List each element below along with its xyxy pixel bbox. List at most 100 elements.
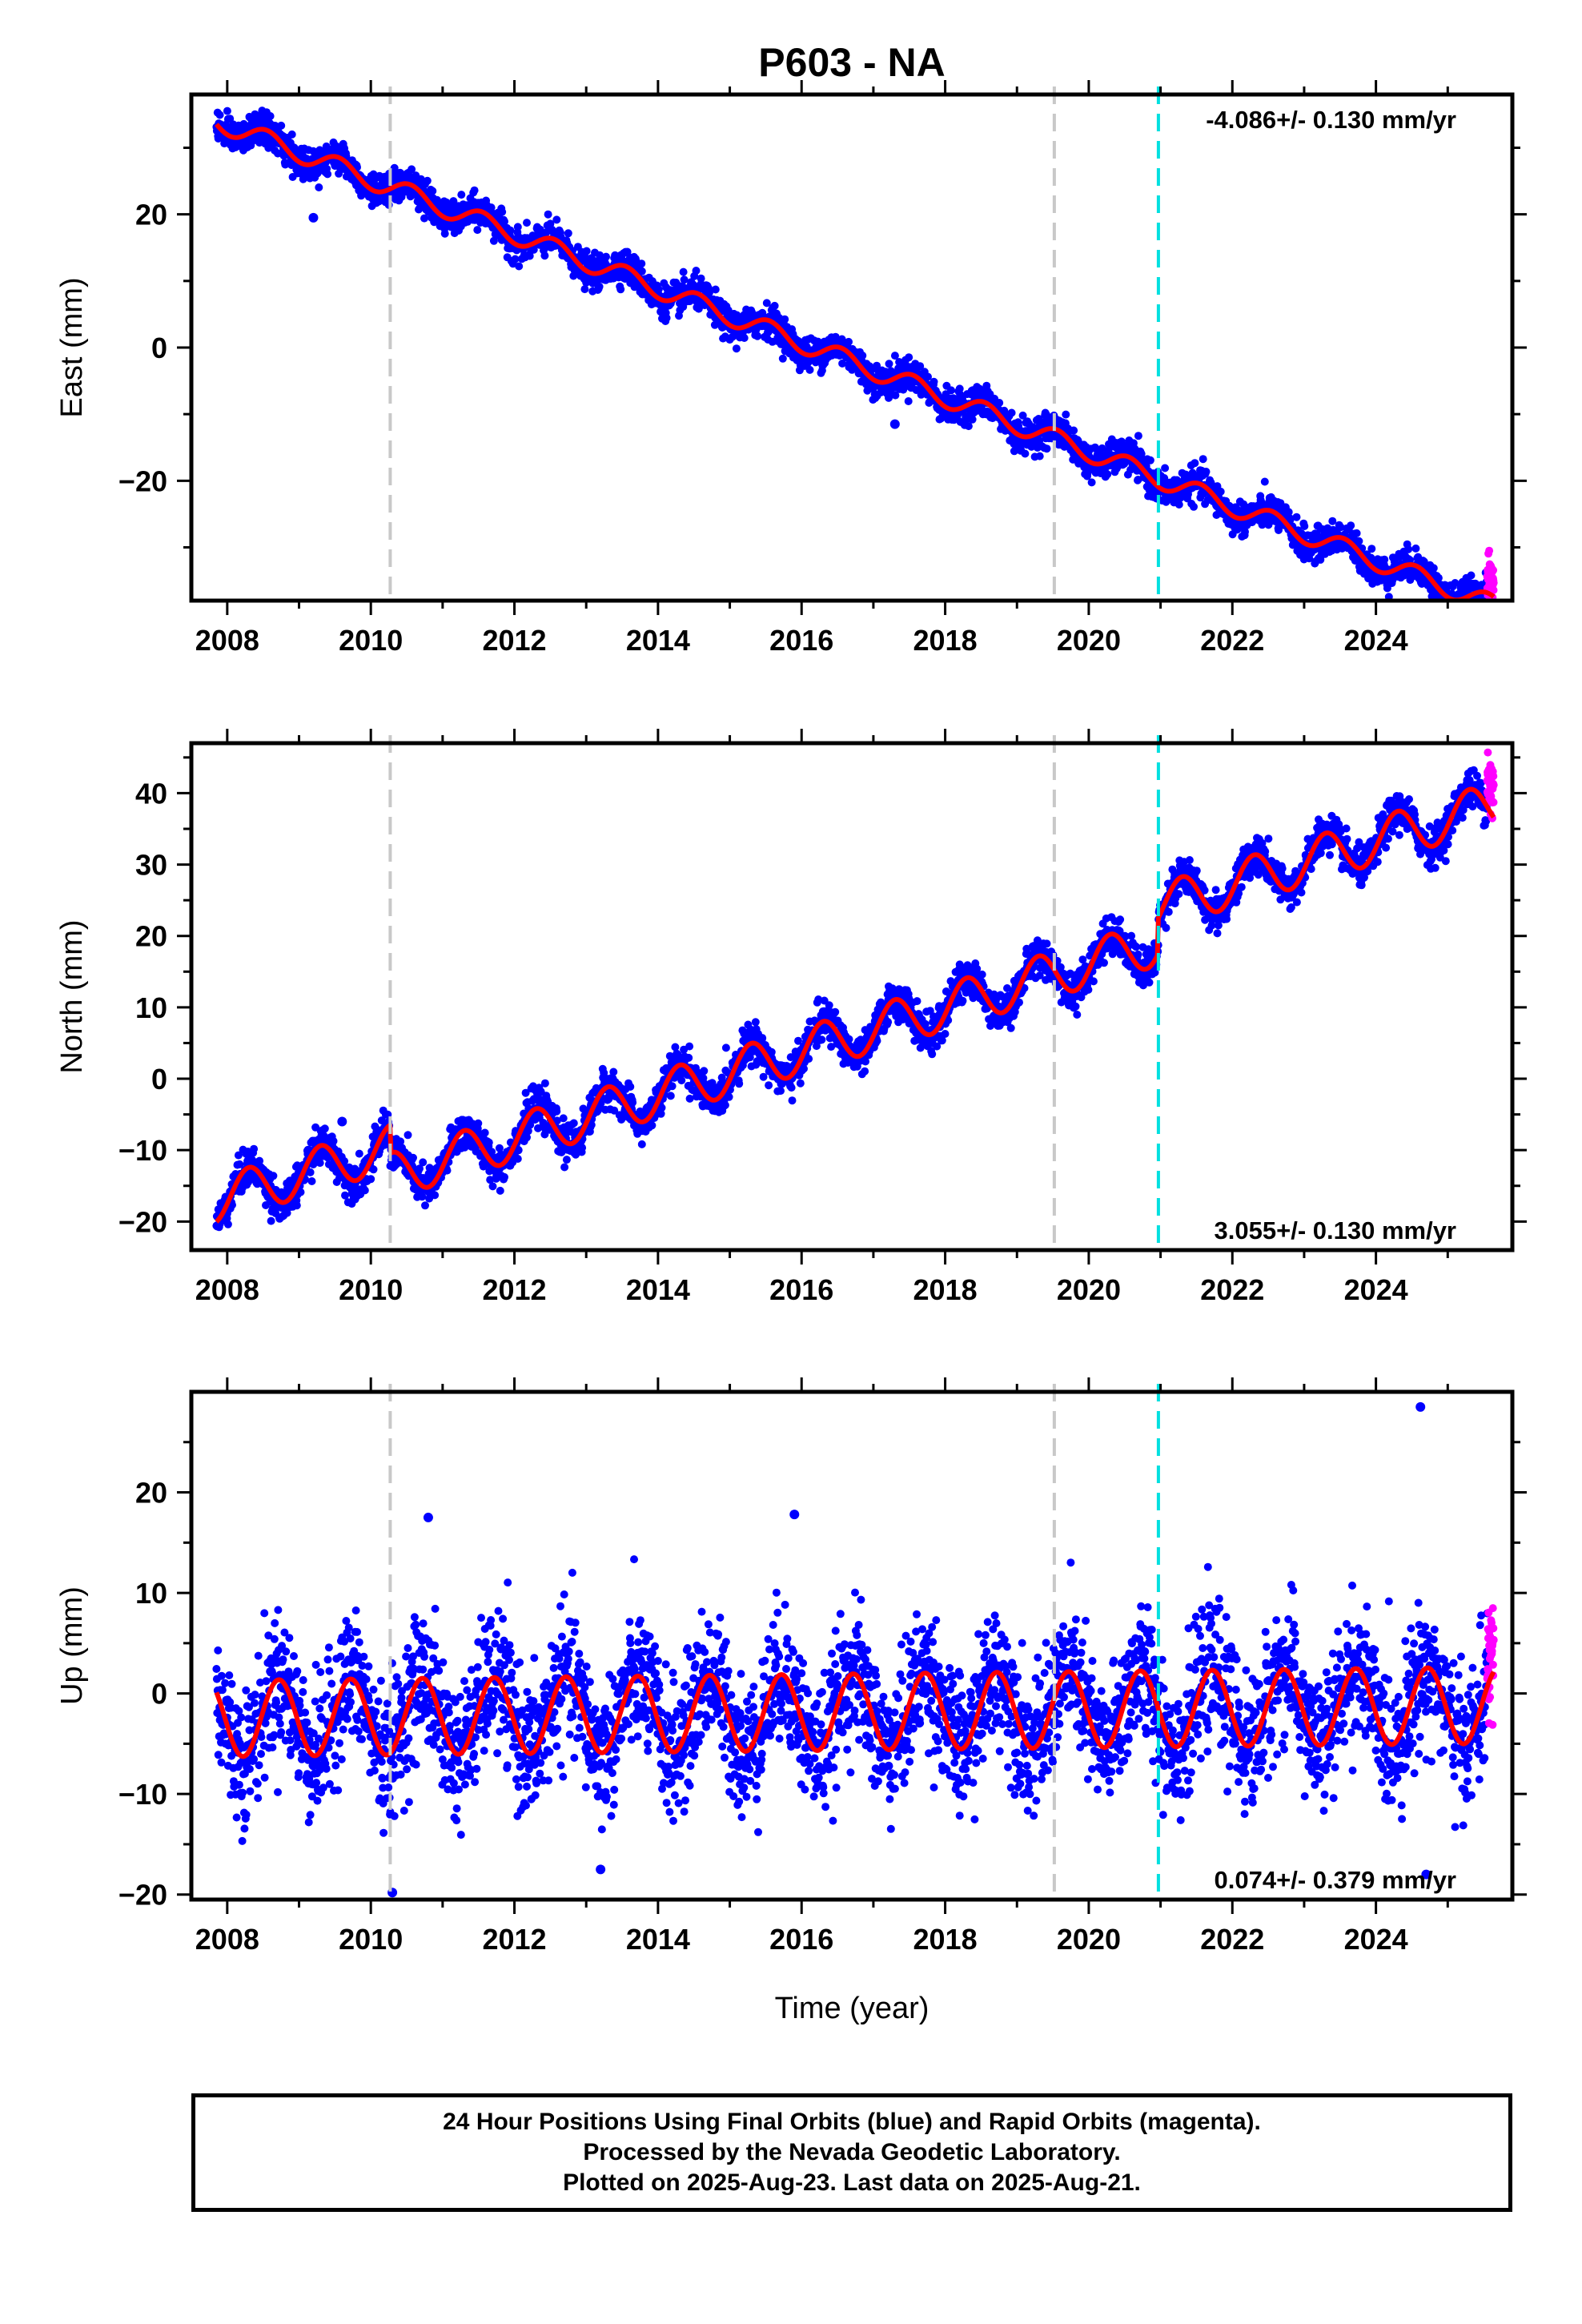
final-point: [602, 252, 610, 261]
final-point: [1042, 444, 1051, 453]
final-point: [500, 1172, 508, 1181]
final-point: [421, 1201, 429, 1210]
final-point: [418, 1192, 427, 1201]
final-point: [947, 386, 955, 395]
final-point: [315, 1159, 324, 1168]
final-point: [580, 285, 589, 294]
final-point: [805, 365, 814, 374]
final-point: [367, 1175, 375, 1184]
final-point: [498, 207, 507, 216]
final-point: [470, 186, 479, 195]
final-point: [955, 384, 964, 393]
final-point: [648, 1121, 656, 1130]
final-point: [692, 267, 701, 275]
x-tick-label: 2022: [1200, 624, 1264, 657]
final-point: [662, 314, 671, 322]
final-point: [1007, 408, 1016, 417]
final-point: [540, 251, 549, 260]
final-point: [1352, 529, 1361, 537]
final-point: [355, 1149, 363, 1158]
final-point: [1146, 456, 1154, 464]
x-tick-label: 2016: [769, 624, 833, 657]
plot-area-east: [212, 107, 1498, 627]
final-point: [1292, 513, 1301, 521]
final-point: [838, 359, 847, 368]
final-point: [616, 285, 625, 294]
final-point: [891, 391, 900, 400]
final-point: [315, 183, 323, 191]
panels: 2008 2010 2012 2014 2016 2018 2020 2022 2024−200…: [55, 80, 1527, 1956]
final-point: [408, 165, 416, 174]
final-point: [320, 1124, 329, 1133]
final-point: [473, 226, 482, 235]
final-point: [360, 1186, 369, 1195]
final-point: [778, 354, 787, 363]
final-point: [506, 226, 515, 235]
final-point: [419, 1158, 428, 1167]
final-point: [679, 303, 688, 312]
final-point: [1202, 468, 1211, 476]
final-point: [753, 332, 762, 340]
final-point: [735, 1080, 744, 1088]
final-point: [628, 1098, 637, 1107]
final-point: [523, 219, 531, 227]
final-point: [679, 267, 688, 276]
final-point: [488, 1182, 497, 1191]
final-point: [223, 1220, 232, 1228]
final-point: [1199, 455, 1207, 464]
final-point: [292, 1201, 301, 1210]
final-point: [1456, 605, 1464, 613]
final-point: [484, 1138, 493, 1147]
final-point: [1467, 571, 1476, 580]
rapid-point: [1489, 578, 1498, 587]
x-tick-label: 2012: [482, 624, 546, 657]
final-point: [423, 176, 432, 185]
final-point: [552, 1107, 561, 1116]
final-point: [1103, 470, 1112, 479]
final-point: [1463, 612, 1471, 620]
final-point: [1460, 606, 1468, 614]
final-point: [564, 229, 572, 238]
final-point: [1429, 564, 1438, 573]
final-point: [480, 1128, 489, 1137]
y-tick-label: −20: [118, 464, 167, 497]
final-point: [1380, 555, 1389, 564]
final-point: [995, 399, 1004, 407]
final-point: [1134, 432, 1142, 440]
final-point: [369, 1165, 378, 1174]
final-point: [1450, 605, 1458, 613]
final-point: [916, 362, 925, 371]
final-point: [1454, 601, 1462, 609]
final-point: [1161, 464, 1170, 472]
final-point: [323, 170, 332, 179]
final-point: [420, 214, 428, 223]
final-point: [559, 1114, 568, 1123]
final-point: [654, 285, 663, 294]
x-tick-label: 2014: [626, 624, 690, 657]
final-point: [1463, 603, 1471, 611]
final-point: [1404, 545, 1413, 553]
final-point: [457, 191, 466, 199]
final-point: [1300, 522, 1309, 530]
x-tick-label: 2010: [339, 624, 403, 657]
final-point: [544, 210, 552, 219]
panel-east: 2008 2010 2012 2014 2016 2018 2020 2022 2024−200…: [55, 80, 1527, 657]
rate-label-east: -4.086+/- 0.130 mm/yr: [1206, 106, 1456, 134]
final-point: [496, 1186, 504, 1195]
final-point: [1191, 459, 1199, 468]
final-point: [1455, 603, 1463, 611]
final-point: [404, 1131, 412, 1140]
final-point: [513, 1155, 522, 1163]
y-axis-label-east: East (mm): [55, 277, 89, 417]
final-point: [341, 1191, 349, 1200]
final-point: [1260, 477, 1269, 486]
y-tick-label: 0: [151, 332, 167, 364]
final-point: [1460, 619, 1468, 627]
rapid-point: [1485, 546, 1494, 555]
final-point: [1328, 517, 1337, 525]
final-point: [885, 360, 893, 368]
final-point: [732, 344, 741, 353]
final-point: [751, 1018, 760, 1027]
final-point: [269, 1172, 278, 1180]
